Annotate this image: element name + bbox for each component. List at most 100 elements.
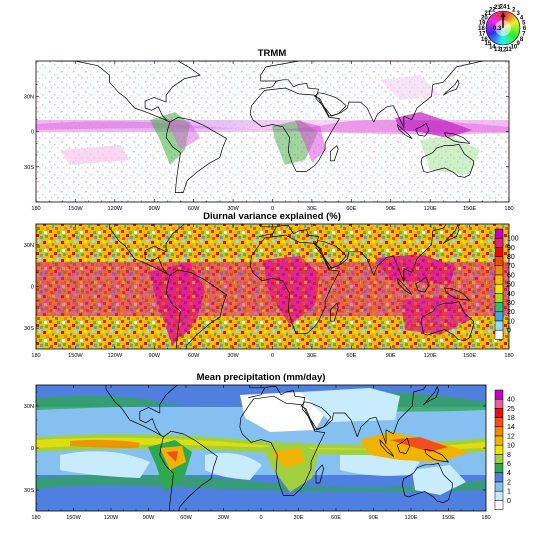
coastlines-panel-1 [55,61,485,193]
wheel-outline [485,10,521,46]
x-tick-label: 150E [442,515,455,521]
coastline-new-guinea [444,287,470,301]
colorbar-label: 60 [507,272,515,279]
coastline-madagascar [315,464,324,484]
wheel-hour-label: 5 [522,20,526,26]
coastlines-panel-3 [105,385,453,511]
panel-title-precip: Mean precipitation (mm/day) [197,372,326,383]
x-tick-label: 90E [386,206,396,212]
axis-panel-3: 180 150W 120W 90W 60W 30W 0 30E 60E 90E 120E 150E 18… [24,385,491,521]
colorbar-swatch [494,283,504,294]
y-tick-label: 30S [24,165,34,171]
colorbar-label: 80 [507,254,515,261]
coastline-eurasia [259,224,447,283]
coastline-sumatra [396,124,413,139]
wheel-hour-label: 1 [507,5,511,11]
x-tick-label: 180 [31,515,40,521]
wheel-hour-label: 22 [489,7,496,13]
wheel-center-label: 0.3 [493,26,502,32]
colorbar-swatch [494,444,504,455]
coastline-south-america [159,430,218,511]
colorbar-swatch [494,417,504,428]
y-tick-label: 30N [24,94,34,100]
x-tick-label: 90W [148,353,160,359]
panel-title-phase: TRMM [258,48,287,59]
x-tick-label: 60W [188,353,200,359]
colorbar-label: 8 [507,452,511,459]
coastline-new-guinea [424,449,449,463]
y-tick-label: 30S [24,488,34,494]
wheel-hour-label: 23 [494,5,501,11]
coastline-africa [249,87,340,172]
wheel-hour-label: 15 [484,41,491,47]
colorbar-swatch [494,463,504,474]
x-tick-label: 120W [108,353,123,359]
colorbar-label: 0 [507,498,511,505]
colorbar-label: 40 [507,291,515,298]
wheel-hour-label: 2 [512,7,516,13]
coastline-borneo [415,276,430,293]
x-tick-label: 120E [424,206,437,212]
y-tick-label: 30S [24,326,34,332]
colorbar-label: 4 [507,470,511,477]
wheel-hour-label: 19 [479,20,486,26]
coastline-arabia-gap [300,401,332,431]
colorbar-label: 12 [507,433,515,440]
coastline-australia [401,463,453,503]
coastline-africa [239,395,326,496]
x-tick-label: 30W [218,515,230,521]
x-tick-label: 0 [259,515,262,521]
x-tick-label: 180 [481,515,490,521]
coastline-arabia-gap [314,92,347,117]
wheel-hour-label: 10 [510,45,517,51]
colorbar-label: 25 [507,406,515,413]
wheel-hour-label: 14 [489,45,496,51]
coastlines-layer [55,61,485,511]
wheel-hour-label: 16 [481,37,488,43]
x-tick-label: 60E [346,353,356,359]
colorbar-swatch [494,454,504,464]
coastline-australia [420,301,474,342]
x-tick-label: 120E [404,515,417,521]
colorbar-swatch [494,398,504,409]
y-tick-label: 30N [24,243,34,249]
x-tick-label: 90W [143,515,155,521]
x-tick-label: 0 [271,206,274,212]
x-tick-label: 120W [104,515,119,521]
colorbar-swatch [494,228,504,239]
x-tick-label: 180 [504,353,513,359]
y-tick-label: 0 [31,285,34,291]
x-tick-label: 150E [463,353,476,359]
panel-variance-map: Diurnal variance explained (%) [35,211,510,350]
colorbar-label: 18 [507,415,515,422]
colorbar-swatch [494,265,504,276]
x-tick-label: 180 [31,353,40,359]
coastline-madagascar [329,145,339,162]
coastline-japan [442,225,460,244]
coastline-eurasia [248,385,427,445]
colorbar-swatch [494,490,504,501]
coastline-australia [420,144,474,178]
coastline-borneo [396,437,411,454]
coastline-south-america [165,117,227,193]
coastline-japan [423,386,439,405]
wheel-hour-label: 13 [494,47,501,53]
colorbar-label: 30 [507,300,515,307]
x-tick-label: 30E [307,353,317,359]
wheel-hour-label: 20 [481,15,488,21]
x-tick-label: 60W [180,515,192,521]
precip-map-field [36,385,486,511]
wheel-hour-label: 18 [478,26,485,32]
y-tick-label: 0 [31,446,34,452]
coastlines-panel-2 [109,224,474,349]
x-tick-label: 120W [108,206,123,212]
wheel-hour-label: 11 [505,47,512,53]
colorbar-label: 6 [507,461,511,468]
coastline-north-america [55,61,201,123]
coastline-japan [442,79,460,96]
x-tick-label: 60W [188,206,200,212]
x-tick-label: 150W [66,515,81,521]
x-tick-label: 150W [68,206,83,212]
colorbar-swatch [494,481,504,492]
